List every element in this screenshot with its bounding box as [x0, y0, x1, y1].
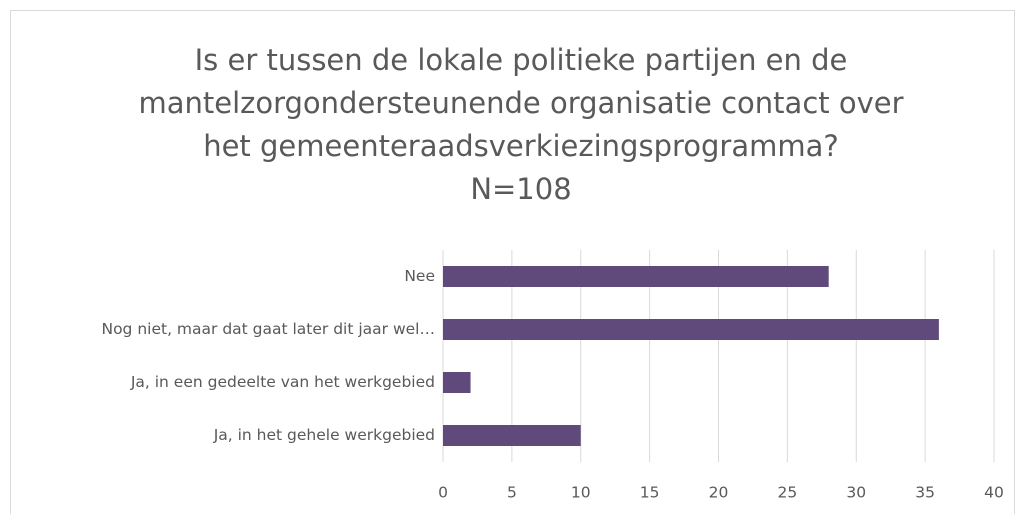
- bar: [443, 372, 471, 393]
- x-tick-label: 25: [778, 484, 798, 502]
- x-tick-label: 35: [915, 484, 935, 502]
- x-tick-label: 5: [507, 484, 517, 502]
- chart-title: N=108: [470, 172, 571, 206]
- x-tick-label: 0: [438, 484, 448, 502]
- x-tick-label: 30: [846, 484, 866, 502]
- y-tick-label: Ja, in het gehele werkgebied: [213, 426, 435, 444]
- x-tick-label: 10: [571, 484, 591, 502]
- y-tick-label: Ja, in een gedeelte van het werkgebied: [130, 373, 435, 391]
- x-tick-label: 20: [709, 484, 729, 502]
- bar: [443, 319, 939, 340]
- y-tick-label: Nee: [404, 267, 435, 285]
- x-tick-label: 40: [984, 484, 1004, 502]
- y-tick-label: Nog niet, maar dat gaat later dit jaar w…: [101, 320, 435, 338]
- chart-title: het gemeenteraadsverkiezingsprogramma?: [203, 129, 839, 163]
- x-tick-label: 15: [640, 484, 660, 502]
- bar: [443, 425, 581, 446]
- chart-title: Is er tussen de lokale politieke partije…: [195, 43, 848, 77]
- bar: [443, 266, 829, 287]
- chart-title: mantelzorgondersteunende organisatie con…: [138, 86, 903, 120]
